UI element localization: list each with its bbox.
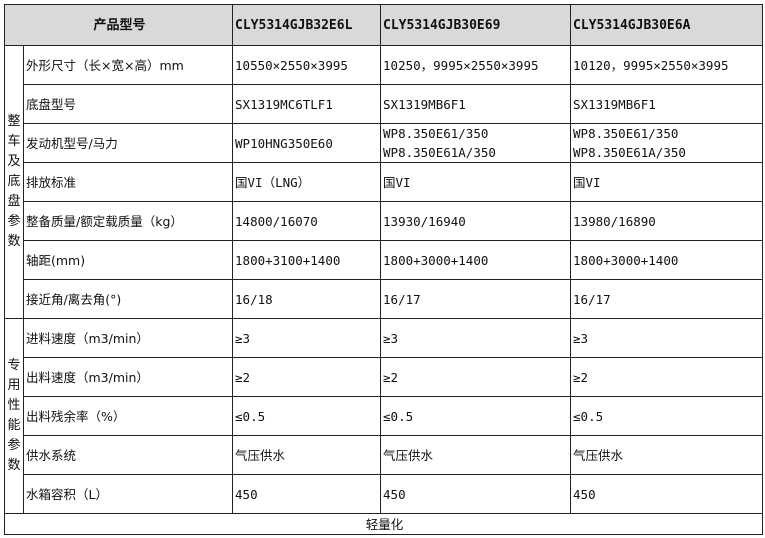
param-value: ≤0.5 — [232, 396, 382, 436]
table-row: 轴距(mm) 1800+3100+1400 1800+3000+1400 1800+3… — [5, 240, 764, 280]
model-header: CLY5314GJB32E6L — [232, 4, 382, 46]
header-title: 产品型号 — [3, 4, 234, 46]
param-label: 底盘型号 — [22, 84, 234, 124]
param-value: 10550×2550×3995 — [232, 45, 382, 85]
group-label: 整车及底盘参数 — [4, 45, 24, 319]
param-value: 450 — [380, 474, 572, 514]
param-value: 450 — [232, 474, 382, 514]
param-value: WP8.350E61/350 WP8.350E61A/350 — [380, 123, 572, 163]
param-value: ≥3 — [380, 318, 572, 358]
model-header: CLY5314GJB30E69 — [380, 4, 572, 46]
table-row: 接近角/离去角(°) 16/18 16/17 16/17 — [5, 279, 764, 319]
param-value: 16/17 — [570, 279, 764, 319]
param-value: 16/17 — [380, 279, 572, 319]
param-label: 出料残余率（%） — [22, 396, 234, 436]
group-label: 专用性能参数 — [4, 318, 24, 514]
param-value: WP10HNG350E60 — [232, 123, 382, 163]
param-label: 外形尺寸（长×宽×高）mm — [22, 45, 234, 85]
param-value: 国VI — [380, 162, 572, 202]
param-label: 发动机型号/马力 — [22, 123, 234, 163]
footer-row: 轻量化 — [3, 513, 764, 535]
param-value: 气压供水 — [380, 435, 572, 475]
param-value: SX1319MC6TLF1 — [232, 84, 382, 124]
param-label: 供水系统 — [22, 435, 234, 475]
param-value: 16/18 — [232, 279, 382, 319]
param-label: 接近角/离去角(°) — [22, 279, 234, 319]
param-value: 国VI（LNG） — [232, 162, 382, 202]
param-value: 13980/16890 — [570, 201, 764, 241]
param-value: 10250，9995×2550×3995 — [380, 45, 572, 85]
param-value: WP8.350E61/350 WP8.350E61A/350 — [570, 123, 764, 163]
header-row: 产品型号 CLY5314GJB32E6L CLY5314GJB30E69 CLY… — [3, 4, 764, 46]
param-value: SX1319MB6F1 — [380, 84, 572, 124]
param-value: SX1319MB6F1 — [570, 84, 764, 124]
param-value: 13930/16940 — [380, 201, 572, 241]
param-label: 排放标准 — [22, 162, 234, 202]
param-value: 气压供水 — [232, 435, 382, 475]
table-row: 底盘型号 SX1319MC6TLF1 SX1319MB6F1 SX1319MB6F1 — [5, 84, 764, 124]
model-header: CLY5314GJB30E6A — [570, 4, 764, 46]
param-value: 1800+3000+1400 — [380, 240, 572, 280]
param-value: 气压供水 — [570, 435, 764, 475]
param-label: 进料速度（m3/min） — [22, 318, 234, 358]
param-value: 10120，9995×2550×3995 — [570, 45, 764, 85]
param-value: ≥3 — [570, 318, 764, 358]
param-value: ≥3 — [232, 318, 382, 358]
param-value: ≤0.5 — [570, 396, 764, 436]
table-row: 出料残余率（%） ≤0.5 ≤0.5 ≤0.5 — [5, 396, 764, 436]
table-row: 整备质量/额定载质量（kg） 14800/16070 13930/16940 1398… — [5, 201, 764, 241]
param-value: 450 — [570, 474, 764, 514]
param-value: ≥2 — [380, 357, 572, 397]
table-row: 排放标准 国VI（LNG） 国VI 国VI — [5, 162, 764, 202]
param-value: ≥2 — [232, 357, 382, 397]
table-row: 水箱容积（L） 450 450 450 — [5, 474, 764, 514]
param-label: 水箱容积（L） — [22, 474, 234, 514]
param-value: 国VI — [570, 162, 764, 202]
table-row: 整车及底盘参数 外形尺寸（长×宽×高）mm 10550×2550×3995 10250… — [4, 45, 764, 319]
table-row: 专用性能参数 进料速度（m3/min） ≥3 ≥3 ≥3 — [4, 318, 764, 514]
table-row: 出料速度（m3/min） ≥2 ≥2 ≥2 — [5, 357, 764, 397]
group-label-text: 整车及底盘参数 — [7, 114, 21, 249]
param-label: 出料速度（m3/min） — [22, 357, 234, 397]
param-label: 整备质量/额定载质量（kg） — [22, 201, 234, 241]
group-label-text: 专用性能参数 — [7, 358, 21, 473]
param-value: ≥2 — [570, 357, 764, 397]
param-value: 14800/16070 — [232, 201, 382, 241]
param-value: ≤0.5 — [380, 396, 572, 436]
table-row: 供水系统 气压供水 气压供水 气压供水 — [5, 435, 764, 475]
footer-note: 轻量化 — [3, 513, 764, 535]
spec-table: 产品型号 CLY5314GJB32E6L CLY5314GJB30E69 CLY… — [3, 4, 764, 535]
param-value: 1800+3000+1400 — [570, 240, 764, 280]
param-value: 1800+3100+1400 — [232, 240, 382, 280]
param-label: 轴距(mm) — [22, 240, 234, 280]
table-row: 发动机型号/马力 WP10HNG350E60 WP8.350E61/350 WP8.… — [5, 123, 764, 163]
